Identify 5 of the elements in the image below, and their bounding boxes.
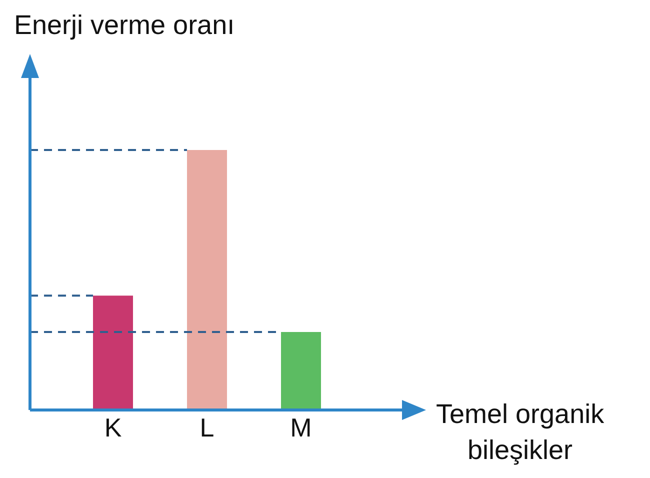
x-tick-label: L xyxy=(200,412,214,442)
x-tick-label: M xyxy=(290,412,312,442)
x-tick-label: K xyxy=(104,412,122,442)
y-axis-title: Enerji verme oranı xyxy=(14,10,235,41)
x-axis-title: Temel organik bileşikler xyxy=(436,398,604,467)
